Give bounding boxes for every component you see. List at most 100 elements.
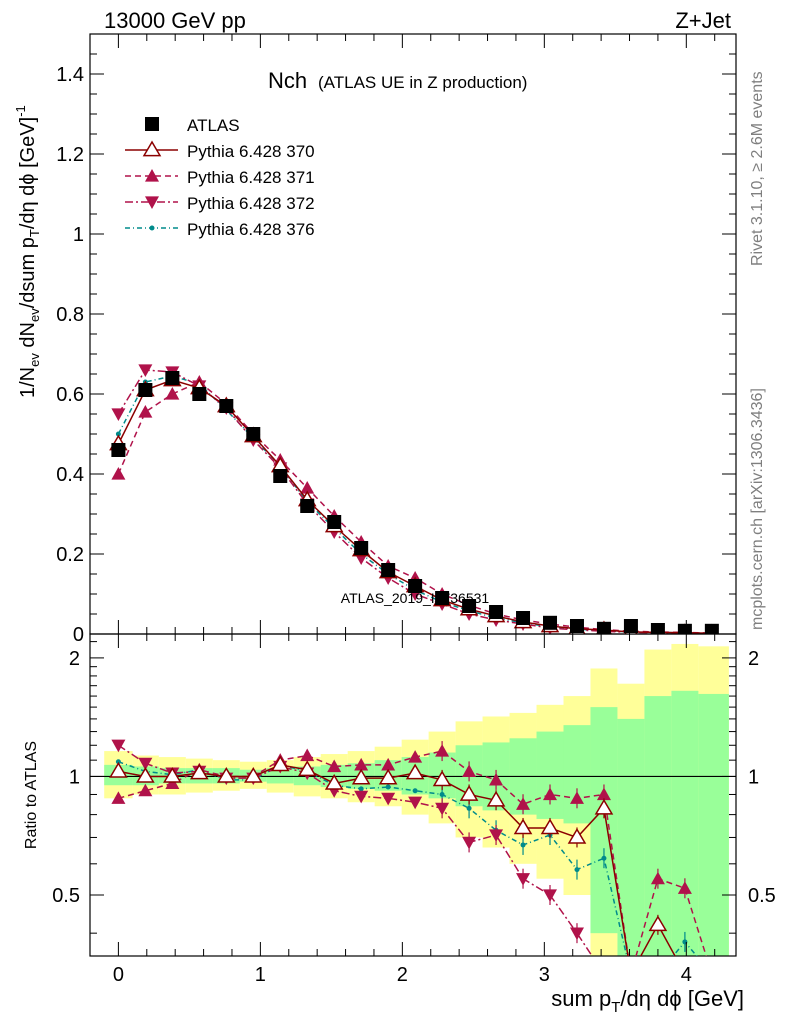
ratio-data-point [655,972,660,977]
header-left: 13000 GeV pp [104,8,246,33]
data-point [115,431,121,437]
y-tick-label: 0.6 [56,384,84,406]
y-tick-label: 1 [73,224,84,246]
data-point [408,579,423,593]
legend-label: Pythia 6.428 376 [187,220,315,239]
ratio-data-point [574,867,580,873]
green-band-bin [698,693,729,956]
y-tick-label: 0.4 [56,464,84,486]
legend-marker [145,117,159,131]
data-point [165,371,180,385]
data-point [354,541,369,555]
ratio-data-point [136,766,155,783]
data-point [569,619,584,633]
ratio-plot-frame [89,633,737,957]
main-subtitle: (ATLAS UE in Z production) [318,73,527,92]
ratio-data-point [513,818,533,835]
ratio-data-point [569,927,584,941]
ratio-data-point [543,787,558,801]
ratio-data-point [300,748,315,762]
ratio-data-point [462,836,477,850]
ratio-data-point [408,750,423,763]
data-point [219,399,234,413]
ratio-data-point [520,842,526,848]
ratio-data-point [628,972,633,977]
ratio-data-point [651,968,665,981]
ratio-data-point [408,796,423,810]
green-band-bin [563,725,591,824]
ratio-data-point [543,889,558,902]
ratio-y-tick-label: 0.5 [52,885,80,907]
ratio-data-point [567,827,587,844]
ratio-y-tick-label-right: 0.5 [748,885,776,907]
ratio-data-point [190,763,209,780]
ratio-data-point [412,788,418,794]
ratio-data-point [270,755,290,772]
legend-marker [149,225,155,231]
ratio-data-point [486,790,506,807]
ratio-data-point [516,873,531,886]
legend-item: Pythia 6.428 370 [125,140,315,161]
data-point [543,615,558,630]
x-tick-label: 1 [255,964,266,986]
data-point [111,408,126,421]
data-point [192,387,207,401]
ratio-series-group [109,739,714,981]
x-tick-label: 2 [397,964,408,986]
main-y-ticks: 0 0.2 0.4 0.6 0.8 1 1.2 1.4 [56,53,736,646]
ratio-data-point [378,768,398,785]
ratio-data-point [435,802,450,816]
ratio-data-point [596,787,611,801]
data-point [677,623,692,634]
ratio-data-point [569,791,584,804]
ratio-data-point [650,871,665,885]
legend-item: Pythia 6.428 371 [125,168,315,187]
ratio-data-point [516,797,531,810]
ratio-y-tick-label: 2 [69,648,80,670]
ratio-data-point [624,967,638,980]
ratio-data-point [709,972,714,977]
ratio-data-point [432,770,452,787]
main-title: Nch [268,68,307,93]
ratio-data-point [489,829,504,843]
rivet-label: Rivet 3.1.10, ≥ 2.6M events [749,71,766,266]
ratio-data-point [462,764,477,777]
data-point [165,387,180,400]
data-point [435,591,450,605]
ratio-data-point [623,966,639,980]
green-band-bin [671,690,699,956]
ratio-data-point [243,766,263,783]
ratio-data-point [624,968,638,981]
ratio-data-point [435,744,450,757]
y-tick-label: 0.8 [56,304,84,326]
ratio-y-tick-label-right: 1 [748,766,759,788]
data-point [623,619,638,633]
ratio-y-tick-label: 1 [69,766,80,788]
y-tick-label: 1.2 [56,144,84,166]
ratio-data-point [351,768,371,785]
ratio-y-ticks: 0.5 0.5 1 1 2 2 [52,641,776,934]
ratio-data-point [489,772,504,786]
mcplots-label: mcplots.cern.ch [arXiv:1306.3436] [749,388,766,630]
ratio-data-point [405,763,425,780]
analysis-watermark: ATLAS_2019_I1736531 [341,590,490,606]
ratio-data-point [111,791,126,804]
ratio-data-point [459,784,479,801]
ratio-data-point [327,759,342,773]
ratio-data-point [138,757,153,771]
green-band-bin [266,768,294,784]
ratio-data-point [648,915,668,932]
main-y-axis-label: 1/Nev dNev/dsum pT/dη dϕ [GeV]-1 [13,105,42,398]
ratio-data-point [466,805,472,811]
header-right: Z+Jet [675,8,731,33]
x-ticks: 0 1 2 3 4 [89,34,716,986]
data-point [462,599,477,613]
data-point [273,469,288,483]
ratio-data-point [163,766,182,783]
y-tick-label: 0 [73,624,84,646]
data-point [381,563,396,577]
ratio-data-point [354,790,369,804]
ratio-y-axis-label: Ratio to ATLAS [23,741,40,849]
data-point [300,499,315,513]
main-plot-panel: 0 0.2 0.4 0.6 0.8 1 1.2 1.4 Nch (ATLAS UE in Z … [56,33,737,646]
